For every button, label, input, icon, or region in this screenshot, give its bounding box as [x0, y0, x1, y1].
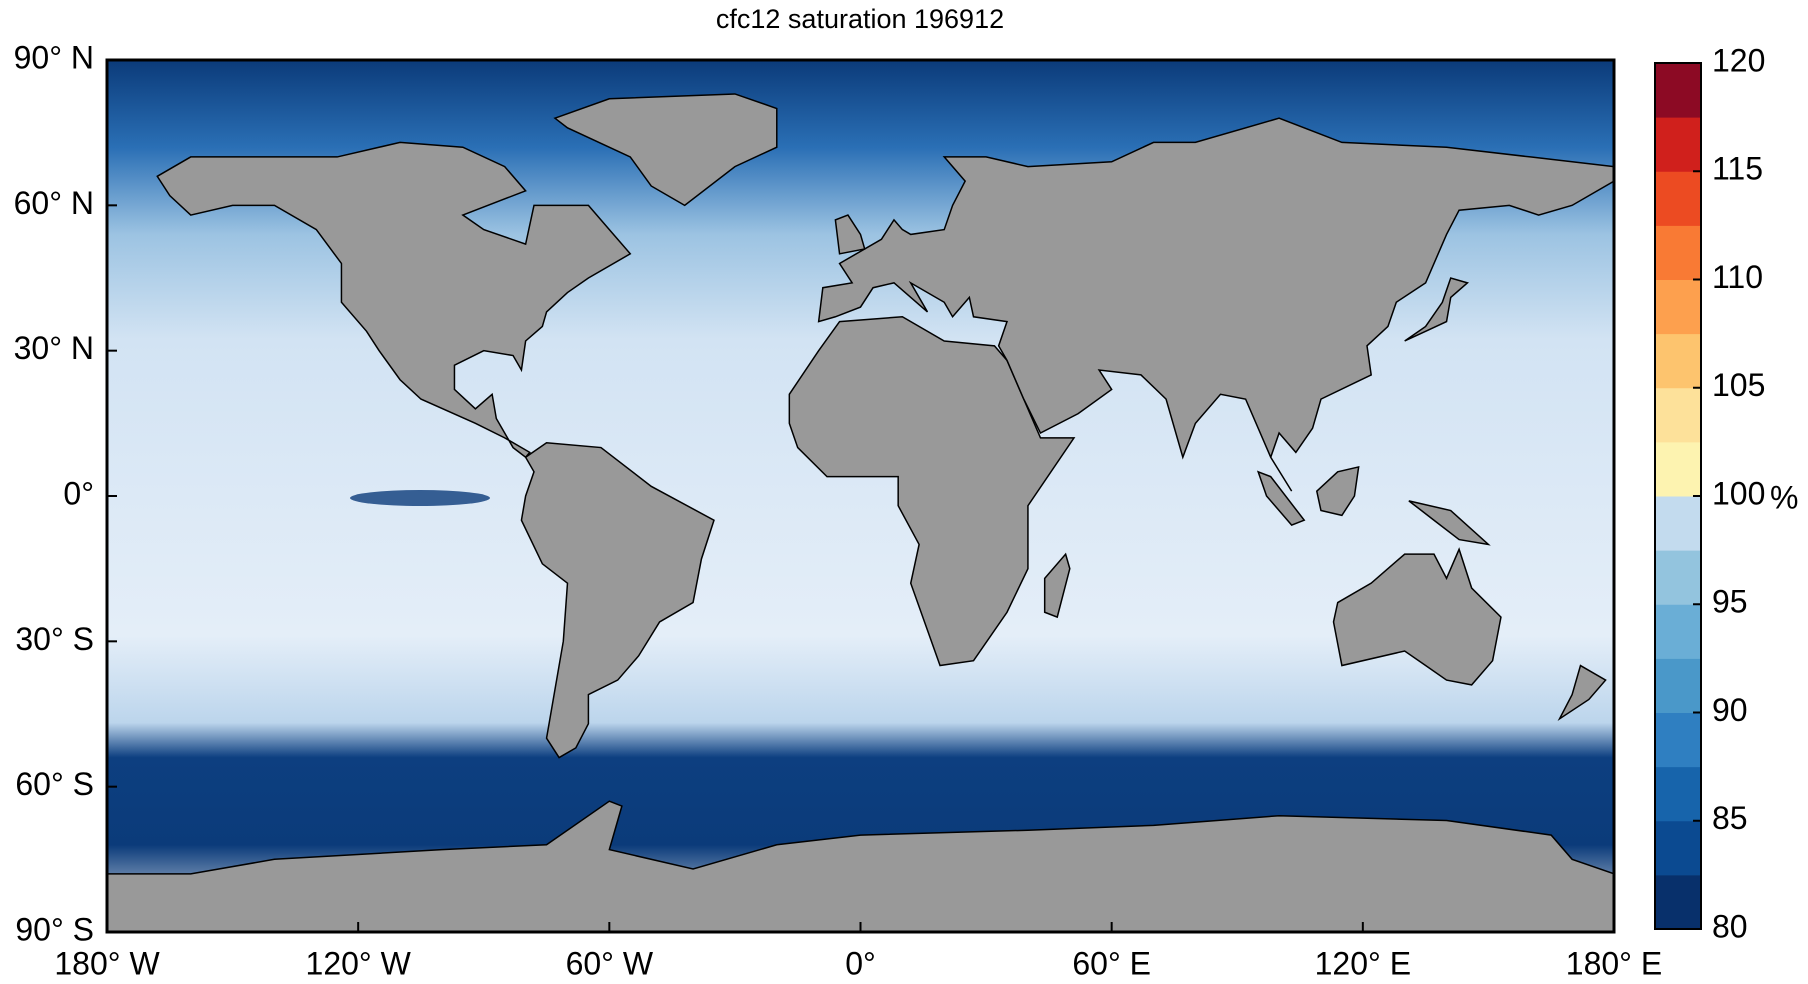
colorbar-swatch [1655, 387, 1701, 443]
australia [1334, 549, 1501, 685]
colorbar-swatch [1655, 604, 1701, 659]
eurasia [819, 118, 1614, 491]
colorbar-tick-label: 90 [1712, 692, 1748, 728]
madagascar [1045, 554, 1070, 617]
colorbar-swatch [1655, 117, 1701, 172]
colorbar-swatch [1655, 658, 1701, 713]
colorbar-tick-label: 110 [1712, 259, 1763, 295]
y-tick-label: 90° N [14, 39, 94, 75]
colorbar-swatch [1655, 225, 1701, 280]
colorbar-tick-label: 100 [1712, 475, 1765, 511]
colorbar-swatch [1655, 441, 1701, 497]
x-tick-label: 0° [845, 945, 876, 981]
colorbar-swatch [1655, 496, 1701, 551]
colorbar-swatch [1655, 820, 1701, 876]
colorbar-swatch [1655, 63, 1701, 118]
colorbar-swatch [1655, 279, 1701, 335]
antarctica [107, 801, 1614, 932]
x-tick-label: 120° E [1315, 945, 1411, 981]
colorbar-swatch [1655, 712, 1701, 768]
colorbar-tick-label: 120 [1712, 42, 1765, 78]
x-tick-label: 180° E [1566, 945, 1662, 981]
south-america [521, 443, 714, 758]
borneo [1317, 467, 1359, 515]
map-title: cfc12 saturation 196912 [716, 4, 1004, 34]
ocean-feature [350, 490, 490, 506]
x-tick-label: 60° W [566, 945, 654, 981]
land-masses [107, 94, 1614, 932]
y-tick-label: 60° N [14, 185, 94, 221]
colorbar-tick-label: 115 [1712, 151, 1763, 187]
y-tick-label: 90° S [15, 911, 94, 947]
africa [789, 317, 1074, 666]
colorbar-tick-label: 95 [1712, 584, 1748, 620]
colorbar-unit: % [1770, 479, 1798, 515]
y-tick-label: 30° S [15, 621, 94, 657]
sumatra [1258, 472, 1304, 525]
x-tick-label: 120° W [306, 945, 412, 981]
x-tick-label: 60° E [1072, 945, 1151, 981]
colorbar-tick-label: 85 [1712, 800, 1748, 836]
colorbar-swatch [1655, 171, 1701, 226]
colorbar-swatch [1655, 333, 1701, 389]
colorbar-swatch [1655, 766, 1701, 822]
y-tick-label: 60° S [15, 766, 94, 802]
colorbar-swatch [1655, 874, 1701, 930]
colorbar-tick-label: 80 [1712, 908, 1748, 944]
colorbar-tick-label: 105 [1712, 367, 1765, 403]
y-tick-label: 30° N [14, 330, 94, 366]
map-area [107, 60, 1614, 932]
new-zealand [1560, 666, 1606, 719]
x-tick-label: 180° W [54, 945, 160, 981]
great-britain [835, 215, 864, 254]
y-tick-label: 0° [63, 475, 94, 511]
north-america [157, 142, 630, 457]
new-guinea [1409, 501, 1489, 545]
japan [1405, 278, 1468, 341]
greenland [555, 94, 777, 205]
colorbar-swatch [1655, 550, 1701, 605]
